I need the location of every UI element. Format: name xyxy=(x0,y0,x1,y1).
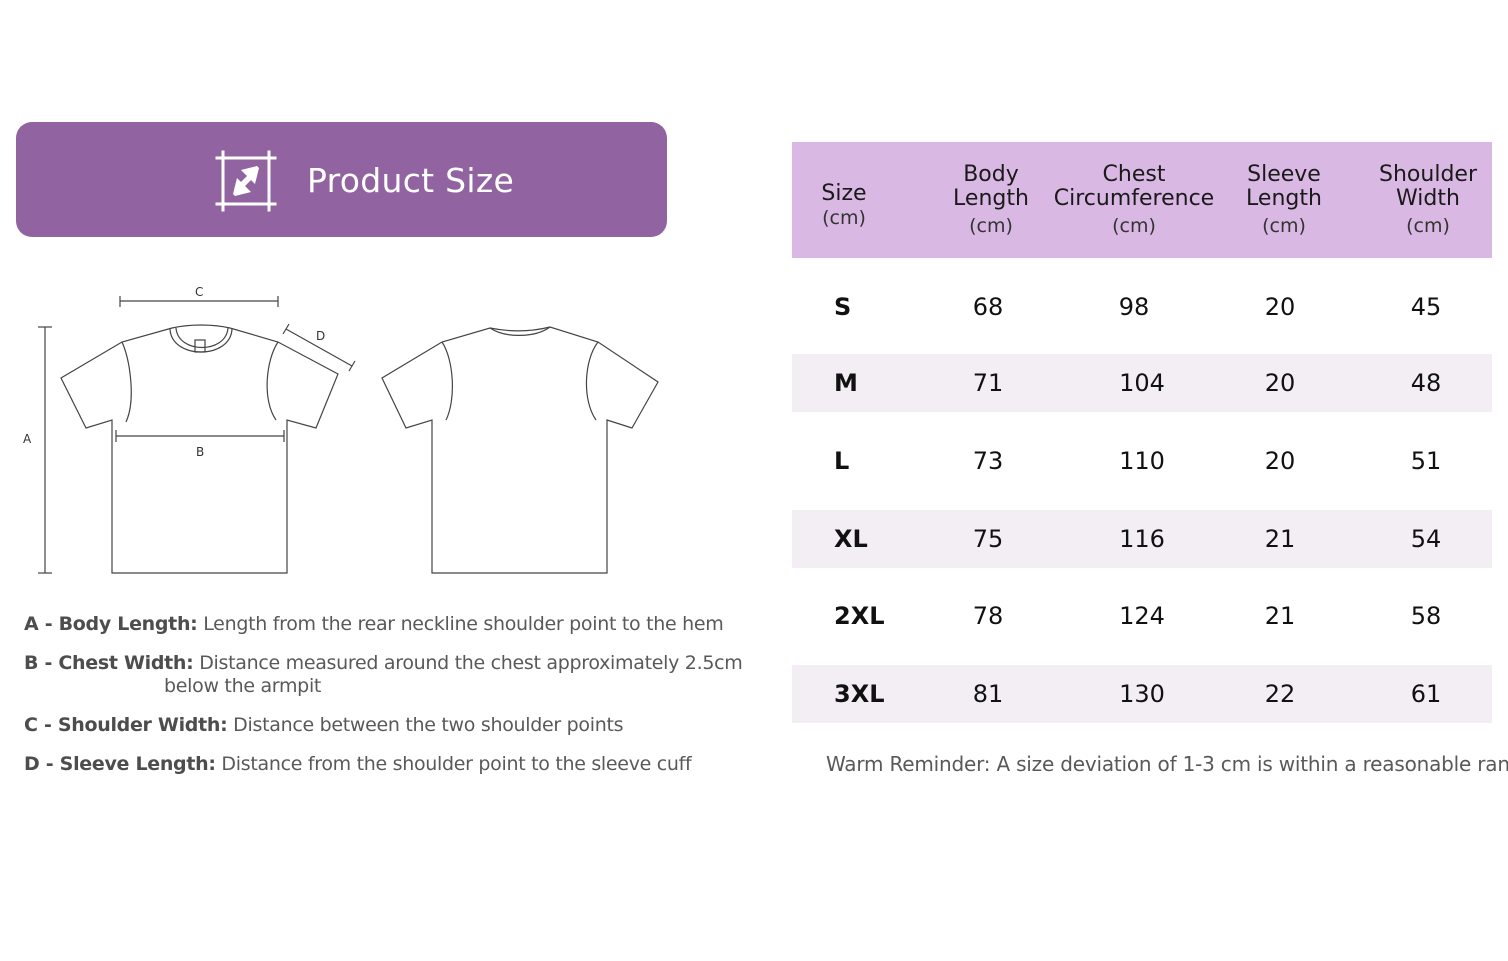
header-line: Chest xyxy=(1102,161,1166,187)
cell-sleeve: 20 xyxy=(1264,293,1296,321)
cell-sleeve: 20 xyxy=(1264,369,1296,397)
cell-size: XL xyxy=(834,525,868,553)
column-header-size: Size (cm) xyxy=(792,142,896,258)
header-line: Sleeve xyxy=(1247,161,1321,187)
cell-shoulder: 54 xyxy=(1410,525,1442,553)
column-header-shoulder-width: Shoulder Width (cm) xyxy=(1368,142,1488,258)
table-row: S 68 98 20 45 xyxy=(792,278,1492,336)
dimension-label-c: C xyxy=(195,285,203,299)
header-line: Length xyxy=(1246,185,1322,211)
resize-arrows-icon xyxy=(215,150,277,212)
legend-item-b: B - Chest Width: Distance measured aroun… xyxy=(24,651,743,675)
header-line: Shoulder xyxy=(1379,161,1477,187)
dimension-label-a: A xyxy=(23,432,32,446)
legend-item-c: C - Shoulder Width: Distance between the… xyxy=(24,713,704,737)
cell-sleeve: 21 xyxy=(1264,525,1296,553)
legend-key: A - Body Length: xyxy=(24,613,198,635)
dimension-label-b: B xyxy=(196,445,204,459)
table-row: L 73 110 20 51 xyxy=(792,432,1492,490)
legend-text: Distance from the shoulder point to the … xyxy=(221,753,692,775)
table-row: XL 75 116 21 54 xyxy=(792,510,1492,568)
legend-item-d: D - Sleeve Length: Distance from the sho… xyxy=(24,752,704,776)
cell-body-length: 78 xyxy=(972,602,1004,630)
header-unit: (cm) xyxy=(1112,214,1156,237)
banner-title: Product Size xyxy=(307,161,515,200)
column-header-body-length: Body Length (cm) xyxy=(926,142,1056,258)
header-unit: (cm) xyxy=(1406,214,1450,237)
cell-body-length: 71 xyxy=(972,369,1004,397)
table-row: 3XL 81 130 22 61 xyxy=(792,665,1492,723)
header-unit: (cm) xyxy=(969,214,1013,237)
cell-body-length: 73 xyxy=(972,447,1004,475)
table-row: M 71 104 20 48 xyxy=(792,354,1492,412)
cell-chest: 110 xyxy=(1119,447,1165,475)
header-line: Circumference xyxy=(1053,185,1215,211)
legend-text: Distance measured around the chest appro… xyxy=(199,652,743,674)
cell-body-length: 75 xyxy=(972,525,1004,553)
size-table: Size (cm) Body Length (cm) Chest Circumf… xyxy=(792,142,1492,723)
tshirt-measurement-diagram: A B C D xyxy=(23,285,659,574)
header-line: Body xyxy=(963,161,1019,187)
cell-size: M xyxy=(834,369,858,397)
legend-text: Distance between the two shoulder points xyxy=(233,714,624,736)
cell-shoulder: 61 xyxy=(1410,680,1442,708)
cell-body-length: 81 xyxy=(972,680,1004,708)
cell-shoulder: 48 xyxy=(1410,369,1442,397)
cell-sleeve: 22 xyxy=(1264,680,1296,708)
column-header-chest-circumference: Chest Circumference (cm) xyxy=(1054,142,1214,258)
cell-chest: 130 xyxy=(1119,680,1165,708)
legend-item-a: A - Body Length: Length from the rear ne… xyxy=(24,612,724,636)
back-shirt-outline xyxy=(381,326,659,574)
cell-chest: 116 xyxy=(1119,525,1165,553)
legend-key: B - Chest Width: xyxy=(24,652,194,674)
header-line: Size xyxy=(821,181,867,206)
cell-chest: 98 xyxy=(1118,293,1150,321)
cell-chest: 124 xyxy=(1119,602,1165,630)
cell-sleeve: 20 xyxy=(1264,447,1296,475)
dimension-label-d: D xyxy=(316,329,325,343)
legend-item-b-continued: below the armpit xyxy=(164,675,322,697)
product-size-banner: Product Size xyxy=(16,122,667,237)
column-header-sleeve-length: Sleeve Length (cm) xyxy=(1224,142,1344,258)
cell-size: 2XL xyxy=(834,602,885,630)
front-shirt-outline xyxy=(60,324,339,574)
cell-shoulder: 58 xyxy=(1410,602,1442,630)
cell-size: S xyxy=(834,293,852,321)
header-line: Length xyxy=(953,185,1029,211)
cell-shoulder: 51 xyxy=(1410,447,1442,475)
cell-sleeve: 21 xyxy=(1264,602,1296,630)
table-row: 2XL 78 124 21 58 xyxy=(792,587,1492,645)
legend-text: Length from the rear neckline shoulder p… xyxy=(203,613,724,635)
cell-chest: 104 xyxy=(1119,369,1165,397)
header-unit: (cm) xyxy=(1262,214,1306,237)
header-unit: (cm) xyxy=(822,207,866,229)
table-header: Size (cm) Body Length (cm) Chest Circumf… xyxy=(792,142,1492,258)
cell-shoulder: 45 xyxy=(1410,293,1442,321)
cell-body-length: 68 xyxy=(972,293,1004,321)
legend-key: D - Sleeve Length: xyxy=(24,753,216,775)
legend-key: C - Shoulder Width: xyxy=(24,714,228,736)
warm-reminder-note: Warm Reminder: A size deviation of 1-3 c… xyxy=(826,752,1508,776)
cell-size: L xyxy=(834,447,850,475)
header-line: Width xyxy=(1396,185,1460,211)
cell-size: 3XL xyxy=(834,680,885,708)
